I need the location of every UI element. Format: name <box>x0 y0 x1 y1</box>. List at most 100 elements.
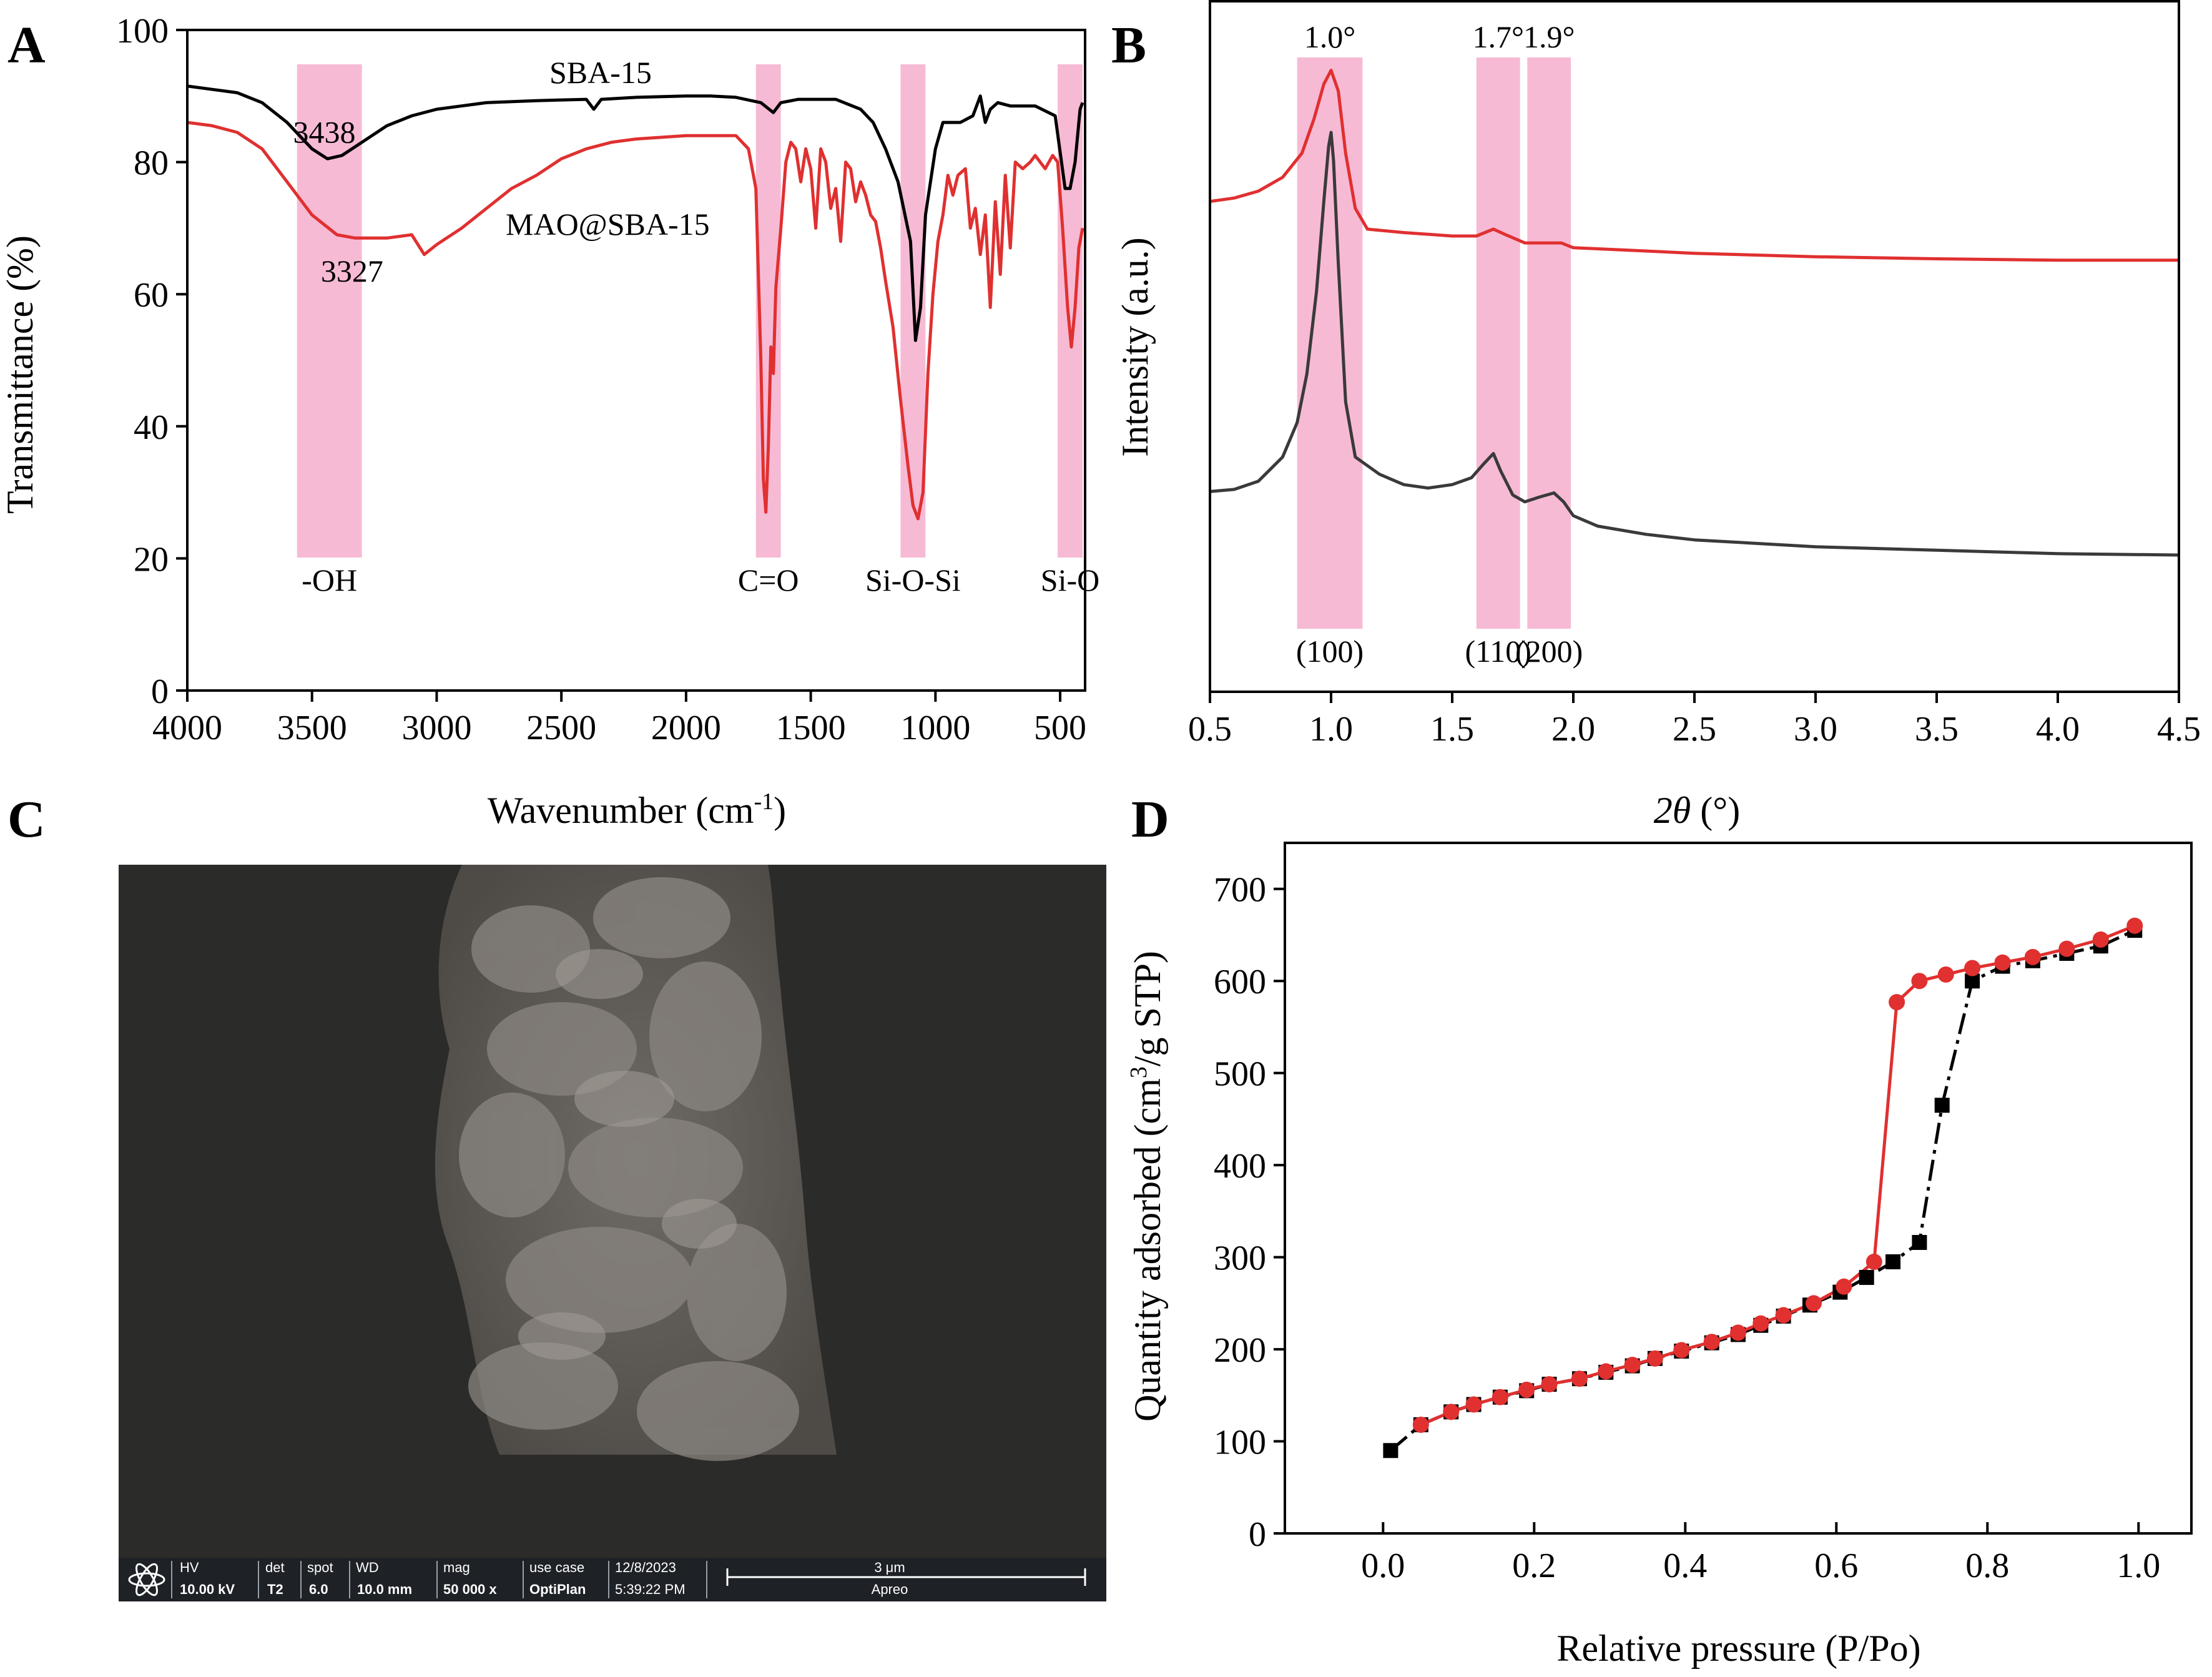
desorption-point <box>1412 1416 1429 1433</box>
sem-particle-cluster <box>435 865 837 1461</box>
x-axis-title: Wavenumber (cm-1) <box>488 789 786 831</box>
sem-wd-value: 10.0 mm <box>357 1581 412 1597</box>
y-tick-label: 400 <box>1214 1147 1266 1186</box>
series-group <box>1210 69 2179 557</box>
y-tick-label: 500 <box>1214 1055 1266 1094</box>
band-bottom-label: (110) <box>1465 634 1531 669</box>
y-tick-label: 0 <box>1249 1515 1266 1554</box>
annotations: -OH C=O Si-O-Si Si-O 3438 3327 SBA-15 MAO@SBA-1… <box>293 55 1099 598</box>
x-tick-label: 1.5 <box>1430 710 1474 749</box>
adsorption-point <box>1912 1235 1927 1251</box>
x-tick-label: 0.4 <box>1663 1547 1707 1585</box>
band-label: C=O <box>738 563 799 598</box>
panel-letter-c: C <box>7 790 46 848</box>
adsorption-point <box>1885 1254 1901 1269</box>
x-tick-label: 0.0 <box>1361 1547 1405 1585</box>
x-tick-label: 0.6 <box>1814 1547 1858 1585</box>
band-group <box>297 64 1083 558</box>
series-group <box>187 84 1084 521</box>
adsorption-point <box>1383 1443 1398 1458</box>
plot-frame <box>1284 842 2193 1535</box>
desorption-point <box>1889 994 1905 1011</box>
desorption-point <box>1624 1357 1641 1374</box>
desorption-point <box>1730 1324 1746 1341</box>
desorption-point <box>1994 954 2011 971</box>
sem-wd-label: WD <box>356 1560 379 1575</box>
desorption-point <box>2024 948 2041 965</box>
axes: 4000 3500 3000 2500 2000 1500 1000 500 0 20 40 60 80… <box>116 12 1086 747</box>
sem-logo-icon <box>128 1563 165 1596</box>
sem-det-value: T2 <box>267 1581 283 1597</box>
band-top-label: 1.7° <box>1472 19 1524 54</box>
x-tick-label: 0.5 <box>1188 710 1232 749</box>
x-tick-label: 2000 <box>651 709 721 747</box>
band-label: -OH <box>302 563 357 598</box>
y-tick-label: 0 <box>151 672 169 711</box>
y-axis-title: Transmittance (%) <box>0 235 41 514</box>
sem-date: 12/8/2023 <box>615 1560 676 1575</box>
band-2 <box>1527 57 1571 629</box>
band-bottom-label: (200) <box>1515 634 1583 669</box>
sem-spot-label: spot <box>307 1560 333 1575</box>
adsorption-line <box>1389 928 2136 1452</box>
band-1 <box>1476 57 1520 629</box>
x-tick-label: 3.5 <box>1915 710 1959 749</box>
peak-annotation: 3438 <box>293 115 355 150</box>
panel-letter-b: B <box>1111 16 1146 74</box>
desorption-point <box>1646 1350 1663 1367</box>
x-axis-title: 2θ (°) <box>1654 790 1740 831</box>
x-tick-label: 1.0 <box>1309 710 1353 749</box>
desorption-point <box>2058 940 2075 957</box>
series-label-sba15: SBA-15 <box>549 55 652 90</box>
panel-letter-d: D <box>1131 790 1169 848</box>
desorption-point <box>1964 960 1981 976</box>
desorption-point <box>2092 931 2109 948</box>
desorption-point <box>1703 1334 1720 1350</box>
sem-brand: Apreo <box>872 1581 908 1597</box>
y-axis-title: Quantity adsorbed (cm3/g STP) <box>1126 951 1168 1422</box>
x-tick-label: 1.0 <box>2116 1547 2160 1585</box>
desorption-point <box>1598 1363 1615 1380</box>
band-group <box>1297 57 1571 629</box>
series-line-lower <box>1210 130 2179 557</box>
band-label: Si-O <box>1041 563 1099 598</box>
desorption-point <box>1911 973 1928 990</box>
x-tick-label: 1000 <box>900 709 970 747</box>
y-tick-label: 20 <box>134 540 169 579</box>
y-tick-label: 300 <box>1214 1239 1266 1278</box>
sem-det-label: det <box>265 1560 285 1575</box>
x-tick-label: 500 <box>1034 709 1086 747</box>
band-labels: 1.0° (100) 1.7° (110) 1.9° (200) <box>1296 19 1583 669</box>
x-tick-label: 1500 <box>776 709 846 747</box>
band-bottom-label: (100) <box>1296 634 1364 669</box>
desorption-line <box>1420 924 2136 1427</box>
band-label: Si-O-Si <box>865 563 961 598</box>
desorption-point <box>1937 966 1954 983</box>
band-3 <box>1058 64 1083 558</box>
y-tick-label: 80 <box>134 144 169 183</box>
band-top-label: 1.9° <box>1523 19 1575 54</box>
desorption-point <box>1465 1396 1482 1413</box>
series-line-mao-sba15 <box>187 120 1084 521</box>
desorption-point <box>1571 1370 1588 1387</box>
band-top-label: 1.0° <box>1304 19 1356 54</box>
desorption-point <box>1541 1376 1558 1393</box>
series-line-sba15 <box>187 84 1084 342</box>
adsorption-point <box>1859 1270 1874 1286</box>
desorption-point <box>1752 1315 1769 1332</box>
sem-scale-label: 3 μm <box>874 1560 905 1575</box>
desorption-point <box>1836 1278 1852 1295</box>
y-tick-label: 700 <box>1214 871 1266 910</box>
series-group <box>1383 917 2143 1458</box>
desorption-point <box>1775 1307 1792 1324</box>
x-tick-label: 3000 <box>401 709 471 747</box>
y-tick-label: 60 <box>134 276 169 315</box>
y-tick-label: 100 <box>1214 1424 1266 1462</box>
x-tick-label: 4000 <box>152 709 222 747</box>
desorption-point <box>1673 1342 1690 1359</box>
y-tick-label: 200 <box>1214 1331 1266 1370</box>
adsorption-point <box>1934 1098 1950 1113</box>
sem-scale-bar <box>726 1568 1086 1586</box>
x-axis-title: Relative pressure (P/Po) <box>1556 1628 1920 1669</box>
sem-usecase-label: use case <box>529 1560 584 1575</box>
